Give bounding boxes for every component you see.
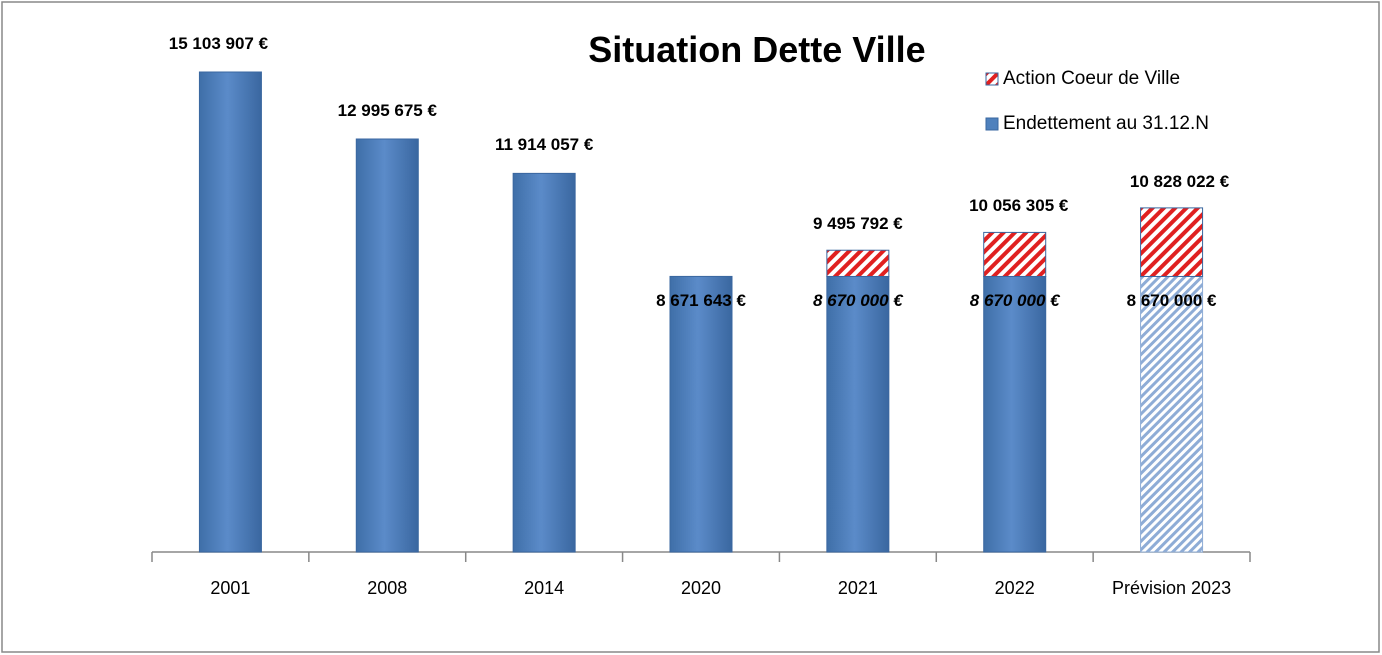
legend-label: Endettement au 31.12.N: [1003, 113, 1209, 134]
bar-segment: [983, 275, 1047, 553]
x-tick-label: 2021: [837, 578, 878, 598]
legend-item: Endettement au 31.12.N: [985, 113, 1209, 135]
chart-title: Situation Dette Ville: [588, 29, 926, 70]
x-tick-label: 2020: [680, 578, 722, 598]
bar-segment: [669, 275, 733, 553]
data-label: 15 103 907 €: [168, 34, 269, 53]
x-tick-label: 2022: [994, 578, 1035, 598]
bar-segment: [1140, 275, 1204, 553]
total-label: 10 056 305 €: [969, 196, 1069, 216]
data-label: 12 995 675 €: [337, 100, 437, 120]
data-label: 11 914 057 €: [494, 135, 594, 155]
bar-segment: [355, 138, 419, 553]
x-tick-label: 2001: [210, 578, 251, 598]
legend-swatch: [985, 117, 999, 130]
data-label: 8 670 000 €: [969, 291, 1060, 311]
x-tick-label: Prévision 2023: [1112, 578, 1232, 598]
x-tick-label: 2014: [524, 578, 565, 598]
bar-segment: [198, 71, 262, 553]
data-label: 8 671 643 €: [656, 291, 746, 311]
bar-segment: [1140, 207, 1204, 277]
legend-swatch: [985, 72, 999, 85]
bar-segment: [983, 231, 1047, 277]
legend-label: Action Coeur de Ville: [1003, 68, 1181, 89]
bar-segment: [512, 172, 576, 553]
data-label: 8 670 000 €: [812, 291, 903, 311]
x-tick-label: 2008: [367, 578, 408, 598]
legend-item: Action Coeur de Ville: [985, 68, 1180, 90]
bar-segment: [826, 249, 890, 277]
bar-segment: [826, 275, 890, 553]
data-label: 8 670 000 €: [1126, 291, 1217, 311]
total-label: 9 495 792 €: [812, 214, 903, 234]
total-label: 10 828 022 €: [1129, 171, 1230, 191]
